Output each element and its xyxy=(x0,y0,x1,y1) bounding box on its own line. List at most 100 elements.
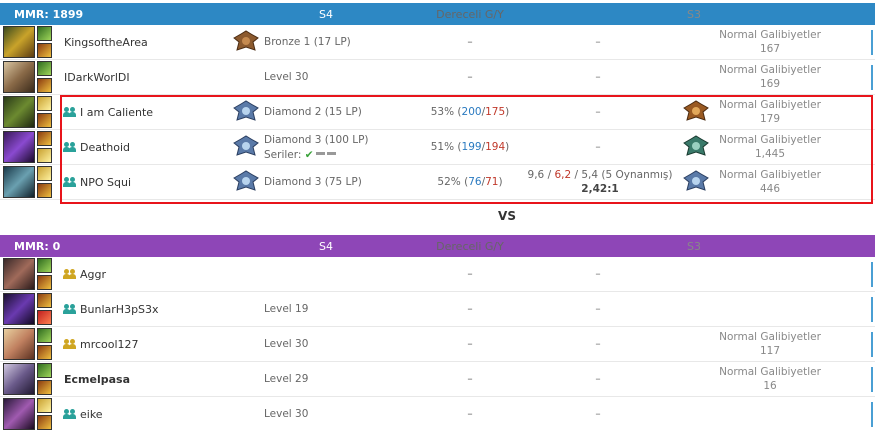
player-row[interactable]: Aggr – – xyxy=(0,257,875,292)
player-name[interactable]: NPO Squi xyxy=(63,176,131,189)
player-name[interactable]: IDarkWorlDI xyxy=(64,71,130,84)
ranked-losses: 71 xyxy=(485,176,499,188)
summoner-spell-icon xyxy=(37,293,52,308)
mmr-label: MMR: 0 xyxy=(14,240,61,253)
player-name[interactable]: mrcool127 xyxy=(63,338,139,351)
player-row[interactable]: mrcool127 Level 30 – – Normal Galibiyetl… xyxy=(0,327,875,362)
promotion-series: Seriler: ✔ xyxy=(264,149,369,161)
ranked-wl: 51% (199/194) xyxy=(430,141,510,153)
player-name[interactable]: I am Caliente xyxy=(63,106,153,119)
blue-team-header: MMR: 1899 S4 Dereceli G/Y S3 xyxy=(0,3,875,25)
ranked-wl: 53% (200/175) xyxy=(430,106,510,118)
kda-stat: – xyxy=(595,338,601,350)
summoner-spell-icon xyxy=(37,148,52,163)
player-row[interactable]: BunlarH3pS3x Level 19 – – xyxy=(0,292,875,327)
premade-group-icon xyxy=(63,409,77,419)
ranked-losses: 194 xyxy=(485,141,506,153)
kda-stat: 9,6 / 6,2 / 5,4 (5 Oynanmış) 2,42:1 xyxy=(527,169,673,195)
ranked-column-header: Dereceli G/Y xyxy=(436,240,504,253)
player-name[interactable]: KingsoftheArea xyxy=(64,36,148,49)
s4-rank: Level 19 xyxy=(264,303,309,315)
kda-stat: – xyxy=(595,373,601,385)
summoner-spell-icon xyxy=(37,26,52,41)
s4-rank: Level 30 xyxy=(264,338,309,350)
premade-group-icon xyxy=(63,142,77,152)
diamond-tier-icon xyxy=(683,170,709,191)
kda-stat: – xyxy=(595,71,601,83)
premade-group-icon xyxy=(63,177,77,187)
s4-rank: Bronze 1 (17 LP) xyxy=(264,36,351,48)
kda-stat: – xyxy=(595,303,601,315)
purple-team-header: MMR: 0 S4 Dereceli G/Y S3 xyxy=(0,235,875,257)
champion-icon[interactable] xyxy=(3,293,35,325)
s4-rank: Level 30 xyxy=(264,408,309,420)
player-row[interactable]: Ecmelpasa Level 29 – – Normal Galibiyetl… xyxy=(0,362,875,397)
player-row[interactable]: I am Caliente Diamond 2 (15 LP) 53% (200… xyxy=(0,95,875,130)
champion-icon[interactable] xyxy=(3,26,35,58)
row-edge-bar xyxy=(871,170,873,195)
row-edge-bar xyxy=(871,65,873,90)
ranked-wl: – xyxy=(467,71,473,83)
ranked-wins: 200 xyxy=(461,106,482,118)
purple-team: MMR: 0 S4 Dereceli G/Y S3 Aggr – – Bunla… xyxy=(0,235,875,431)
series-pending-icon xyxy=(315,152,325,155)
platinum-tier-icon xyxy=(683,135,709,156)
player-name[interactable]: Ecmelpasa xyxy=(64,373,130,386)
s3-normal-wins: Normal Galibiyetler 117 xyxy=(719,331,821,357)
summoner-spell-icon xyxy=(37,113,52,128)
champion-icon[interactable] xyxy=(3,61,35,93)
player-name[interactable]: BunlarH3pS3x xyxy=(63,303,159,316)
diamond-tier-icon xyxy=(233,135,259,156)
ranked-wl: – xyxy=(467,303,473,315)
ranked-wl: – xyxy=(467,36,473,48)
kda-stat: – xyxy=(595,141,601,153)
premade-group-icon xyxy=(63,304,77,314)
player-row[interactable]: eike Level 30 – – xyxy=(0,397,875,431)
s4-column-header: S4 xyxy=(319,8,333,21)
row-edge-bar xyxy=(871,297,873,322)
s4-rank: Diamond 3 (75 LP) xyxy=(264,176,362,188)
kda-stat: – xyxy=(595,106,601,118)
player-row[interactable]: Deathoid Diamond 3 (100 LP) Seriler: ✔ 51… xyxy=(0,130,875,165)
ranked-wl: – xyxy=(467,338,473,350)
summoner-spell-icon xyxy=(37,363,52,378)
summoner-spell-icon xyxy=(37,43,52,58)
bronze-tier-icon xyxy=(233,30,259,51)
summoner-spell-icon xyxy=(37,258,52,273)
ranked-losses: 175 xyxy=(485,106,506,118)
player-name[interactable]: Aggr xyxy=(63,268,106,281)
s4-column-header: S4 xyxy=(319,240,333,253)
player-name[interactable]: eike xyxy=(63,408,103,421)
summoner-spell-icon xyxy=(37,275,52,290)
series-pending-icon xyxy=(326,152,336,155)
ranked-wl: – xyxy=(467,373,473,385)
champion-icon[interactable] xyxy=(3,96,35,128)
kda-ratio: 2,42:1 xyxy=(581,183,619,195)
gold-tier-icon xyxy=(683,100,709,121)
champion-icon[interactable] xyxy=(3,166,35,198)
premade-group-icon xyxy=(63,107,77,117)
summoner-spell-icon xyxy=(37,166,52,181)
summoner-spell-icon xyxy=(37,380,52,395)
champion-icon[interactable] xyxy=(3,131,35,163)
kda-stat: – xyxy=(595,408,601,420)
summoner-spell-icon xyxy=(37,131,52,146)
vs-label: VS xyxy=(498,209,516,223)
premade-group-icon xyxy=(63,269,77,279)
summoner-spell-icon xyxy=(37,310,52,325)
player-row[interactable]: NPO Squi Diamond 3 (75 LP) 52% (76/71) 9… xyxy=(0,165,875,200)
s3-normal-wins: Normal Galibiyetler 16 xyxy=(719,366,821,392)
champion-icon[interactable] xyxy=(3,328,35,360)
champion-icon[interactable] xyxy=(3,258,35,290)
champion-icon[interactable] xyxy=(3,398,35,430)
player-row[interactable]: KingsoftheArea Bronze 1 (17 LP) – – Norm… xyxy=(0,25,875,60)
ranked-wl: – xyxy=(467,408,473,420)
s3-normal-wins: Normal Galibiyetler 179 xyxy=(719,99,821,125)
s3-normal-wins: Normal Galibiyetler 167 xyxy=(719,29,821,55)
player-name[interactable]: Deathoid xyxy=(63,141,130,154)
ranked-wl: 52% (76/71) xyxy=(437,176,503,188)
row-edge-bar xyxy=(871,402,873,427)
champion-icon[interactable] xyxy=(3,363,35,395)
ranked-column-header: Dereceli G/Y xyxy=(436,8,504,21)
player-row[interactable]: IDarkWorlDI Level 30 – – Normal Galibiye… xyxy=(0,60,875,95)
